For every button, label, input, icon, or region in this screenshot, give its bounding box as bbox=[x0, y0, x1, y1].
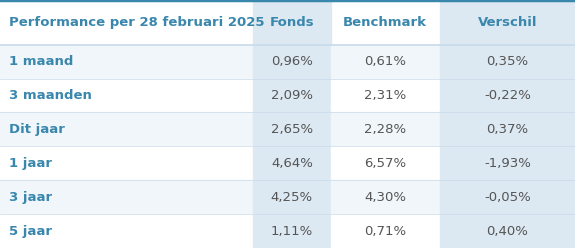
Text: 4,25%: 4,25% bbox=[271, 191, 313, 204]
Text: 4,30%: 4,30% bbox=[364, 191, 407, 204]
Text: 0,71%: 0,71% bbox=[364, 224, 407, 238]
Bar bbox=[253, 214, 331, 248]
Bar bbox=[331, 214, 440, 248]
Text: Performance per 28 februari 2025: Performance per 28 februari 2025 bbox=[9, 16, 264, 29]
Text: 4,64%: 4,64% bbox=[271, 157, 313, 170]
Text: Verschil: Verschil bbox=[478, 16, 537, 29]
Bar bbox=[331, 79, 440, 112]
Text: 0,96%: 0,96% bbox=[271, 55, 313, 68]
Text: 3 jaar: 3 jaar bbox=[9, 191, 52, 204]
Bar bbox=[440, 45, 575, 79]
Bar bbox=[0, 146, 253, 180]
Bar bbox=[253, 0, 331, 45]
Bar bbox=[0, 0, 575, 45]
Bar bbox=[440, 214, 575, 248]
Text: Fonds: Fonds bbox=[270, 16, 314, 29]
Bar bbox=[0, 45, 253, 79]
Text: -0,05%: -0,05% bbox=[484, 191, 531, 204]
Bar bbox=[331, 146, 440, 180]
Text: 2,31%: 2,31% bbox=[364, 89, 407, 102]
Text: 5 jaar: 5 jaar bbox=[9, 224, 52, 238]
Bar bbox=[253, 79, 331, 112]
Bar bbox=[0, 180, 253, 214]
Text: 0,35%: 0,35% bbox=[486, 55, 528, 68]
Bar bbox=[0, 214, 253, 248]
Bar bbox=[440, 79, 575, 112]
Text: 0,37%: 0,37% bbox=[486, 123, 528, 136]
Text: 0,61%: 0,61% bbox=[364, 55, 407, 68]
Text: 2,65%: 2,65% bbox=[271, 123, 313, 136]
Text: 1,11%: 1,11% bbox=[271, 224, 313, 238]
Text: -0,22%: -0,22% bbox=[484, 89, 531, 102]
Text: 1 jaar: 1 jaar bbox=[9, 157, 52, 170]
Bar bbox=[440, 112, 575, 146]
Text: 2,09%: 2,09% bbox=[271, 89, 313, 102]
Bar bbox=[440, 180, 575, 214]
Text: 1 maand: 1 maand bbox=[9, 55, 73, 68]
Text: Dit jaar: Dit jaar bbox=[9, 123, 64, 136]
Text: Benchmark: Benchmark bbox=[343, 16, 427, 29]
Bar bbox=[0, 112, 253, 146]
Bar bbox=[331, 112, 440, 146]
Bar bbox=[253, 45, 331, 79]
Bar bbox=[331, 180, 440, 214]
Bar bbox=[440, 146, 575, 180]
Bar bbox=[253, 112, 331, 146]
Text: -1,93%: -1,93% bbox=[484, 157, 531, 170]
Bar bbox=[440, 0, 575, 45]
Bar bbox=[331, 45, 440, 79]
Text: 2,28%: 2,28% bbox=[364, 123, 407, 136]
Text: 0,40%: 0,40% bbox=[486, 224, 528, 238]
Bar bbox=[253, 146, 331, 180]
Text: 6,57%: 6,57% bbox=[364, 157, 407, 170]
Bar bbox=[0, 79, 253, 112]
Bar bbox=[253, 180, 331, 214]
Text: 3 maanden: 3 maanden bbox=[9, 89, 91, 102]
